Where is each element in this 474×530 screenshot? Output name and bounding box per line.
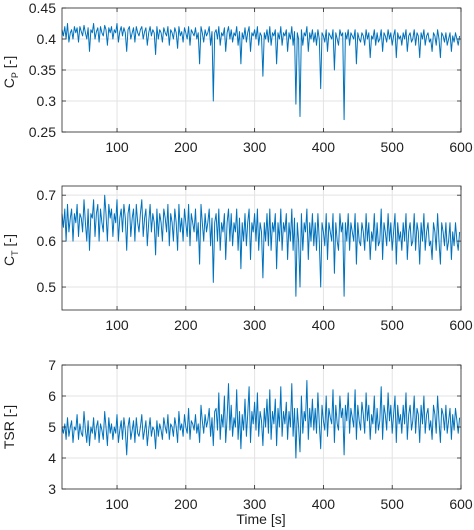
series-line <box>61 194 461 297</box>
x-tick-label: 600 <box>449 139 473 155</box>
y-tick-label: 0.25 <box>29 124 56 140</box>
x-tick-label: 500 <box>381 496 405 512</box>
time-xlabel: Time [s] <box>236 511 285 527</box>
x-tick-label: 300 <box>243 317 267 333</box>
x-tick-label: 500 <box>381 139 405 155</box>
x-tick-label: 100 <box>105 317 129 333</box>
y-tick-label: 0.45 <box>29 0 56 16</box>
x-tick-label: 400 <box>312 317 336 333</box>
y-tick-label: 0.7 <box>37 187 57 203</box>
axes-box <box>61 185 462 311</box>
tsr-panel: TSR [-] Time [s] 100 200 300 400 500 600 3 4 5 6 7 <box>1 357 473 527</box>
y-tick-label: 0.6 <box>37 233 57 249</box>
y-tick-label: 0.3 <box>37 93 57 109</box>
x-tick-label: 400 <box>312 139 336 155</box>
y-tick-label: 0.4 <box>37 31 57 47</box>
y-tick-label: 0.35 <box>29 62 56 78</box>
cp-ylabel: CP [-] <box>1 56 20 88</box>
y-tick-label: 6 <box>48 388 56 404</box>
x-tick-label: 600 <box>449 496 473 512</box>
cp-panel: CP [-] 100 200 300 400 500 600 0.25 0.3 0.35 0.4 0… <box>1 0 473 155</box>
y-tick-label: 3 <box>48 481 56 497</box>
y-tick-label: 5 <box>48 419 56 435</box>
x-tick-label: 200 <box>174 139 198 155</box>
x-tick-label: 400 <box>312 496 336 512</box>
x-tick-label: 200 <box>174 317 198 333</box>
ct-panel: CT [-] 100 200 300 400 500 600 0.5 0.6 0.7 <box>1 185 473 333</box>
x-tick-label: 300 <box>243 496 267 512</box>
x-tick-label: 100 <box>105 496 129 512</box>
y-tick-label: 4 <box>48 450 56 466</box>
series-line <box>61 23 461 121</box>
x-tick-label: 100 <box>105 139 129 155</box>
x-tick-label: 600 <box>449 317 473 333</box>
x-tick-label: 200 <box>174 496 198 512</box>
y-tick-label: 0.5 <box>37 279 57 295</box>
ct-ylabel: CT [-] <box>1 234 20 266</box>
y-tick-label: 7 <box>48 357 56 373</box>
tsr-ylabel: TSR [-] <box>1 405 17 449</box>
series-line <box>61 380 461 459</box>
x-tick-label: 300 <box>243 139 267 155</box>
x-tick-label: 500 <box>381 317 405 333</box>
